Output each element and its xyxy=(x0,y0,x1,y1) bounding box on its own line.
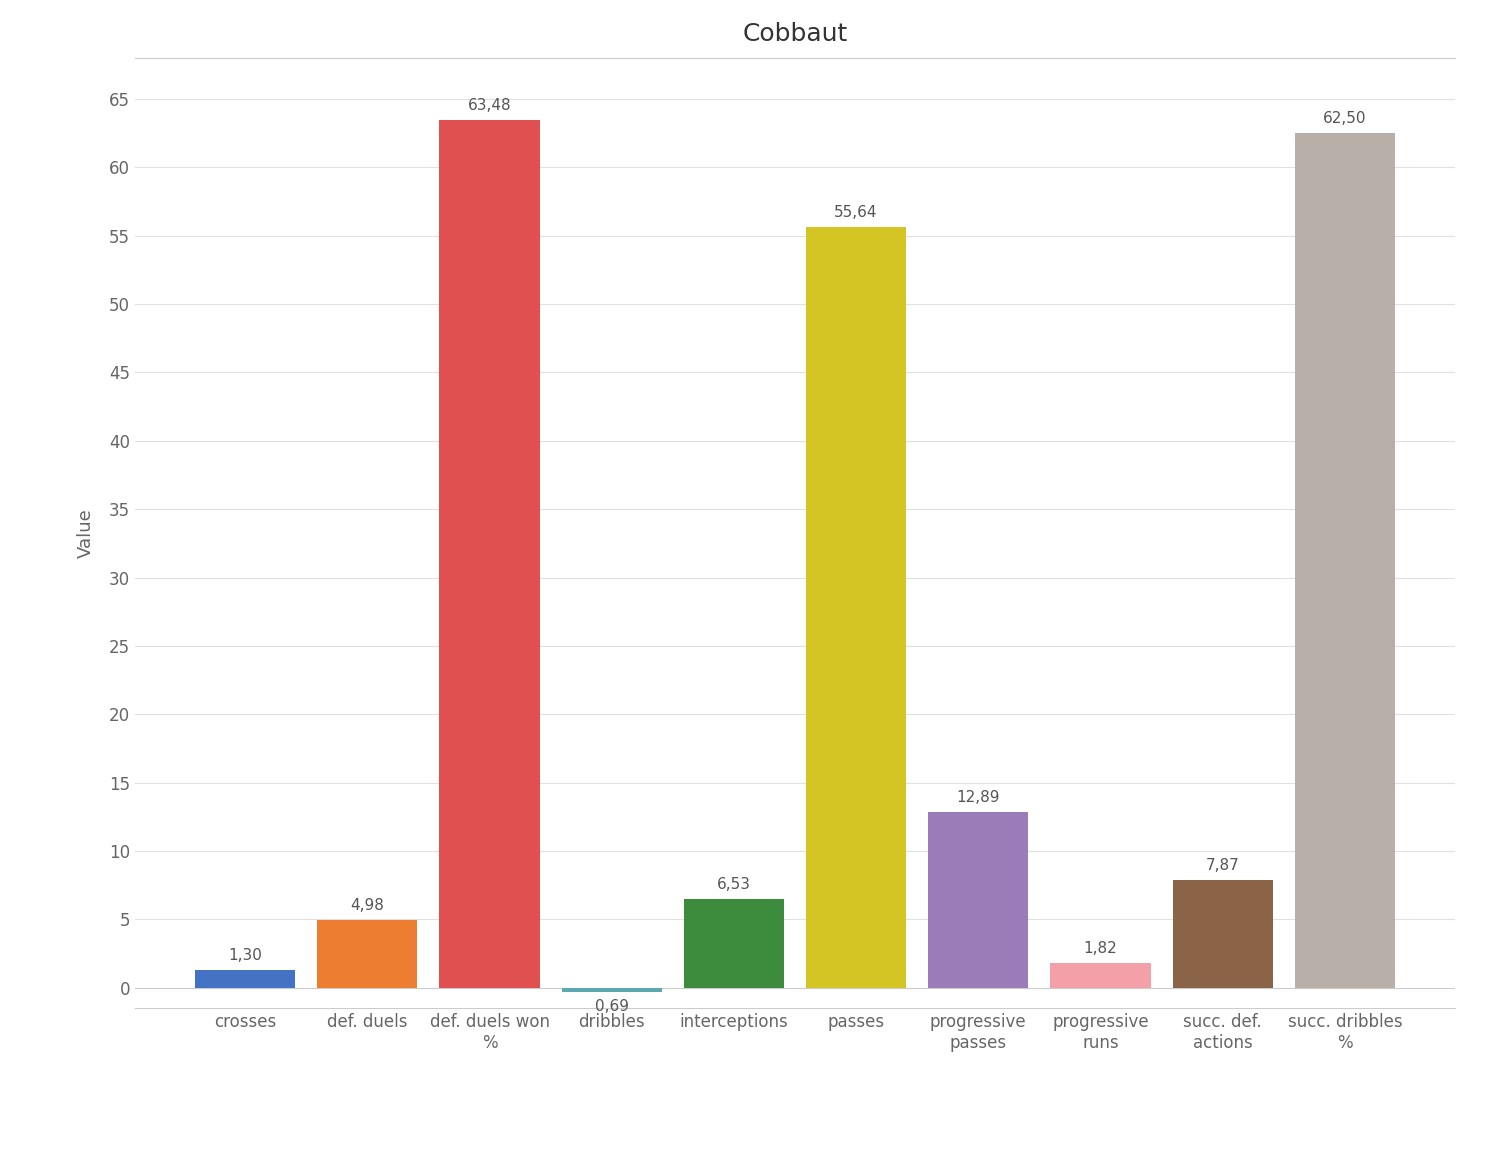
Text: 0,69: 0,69 xyxy=(594,999,628,1014)
Text: 55,64: 55,64 xyxy=(834,205,878,220)
Text: 12,89: 12,89 xyxy=(957,789,1000,804)
Bar xyxy=(440,119,540,987)
Bar xyxy=(561,987,662,992)
Bar xyxy=(928,811,1029,987)
Title: Cobbaut: Cobbaut xyxy=(742,22,847,46)
Text: 6,53: 6,53 xyxy=(717,876,752,891)
Y-axis label: Value: Value xyxy=(76,509,94,557)
Bar xyxy=(1173,880,1274,987)
Text: 1,82: 1,82 xyxy=(1083,941,1118,956)
Bar xyxy=(1294,133,1395,987)
Bar xyxy=(195,970,296,987)
Text: 63,48: 63,48 xyxy=(468,97,512,112)
Text: 4,98: 4,98 xyxy=(351,898,384,913)
Text: 62,50: 62,50 xyxy=(1323,111,1366,126)
Text: 1,30: 1,30 xyxy=(228,948,262,963)
Bar xyxy=(1050,963,1150,987)
Bar xyxy=(316,920,417,987)
Text: 7,87: 7,87 xyxy=(1206,859,1239,874)
Bar xyxy=(806,227,906,987)
Bar xyxy=(684,898,784,987)
